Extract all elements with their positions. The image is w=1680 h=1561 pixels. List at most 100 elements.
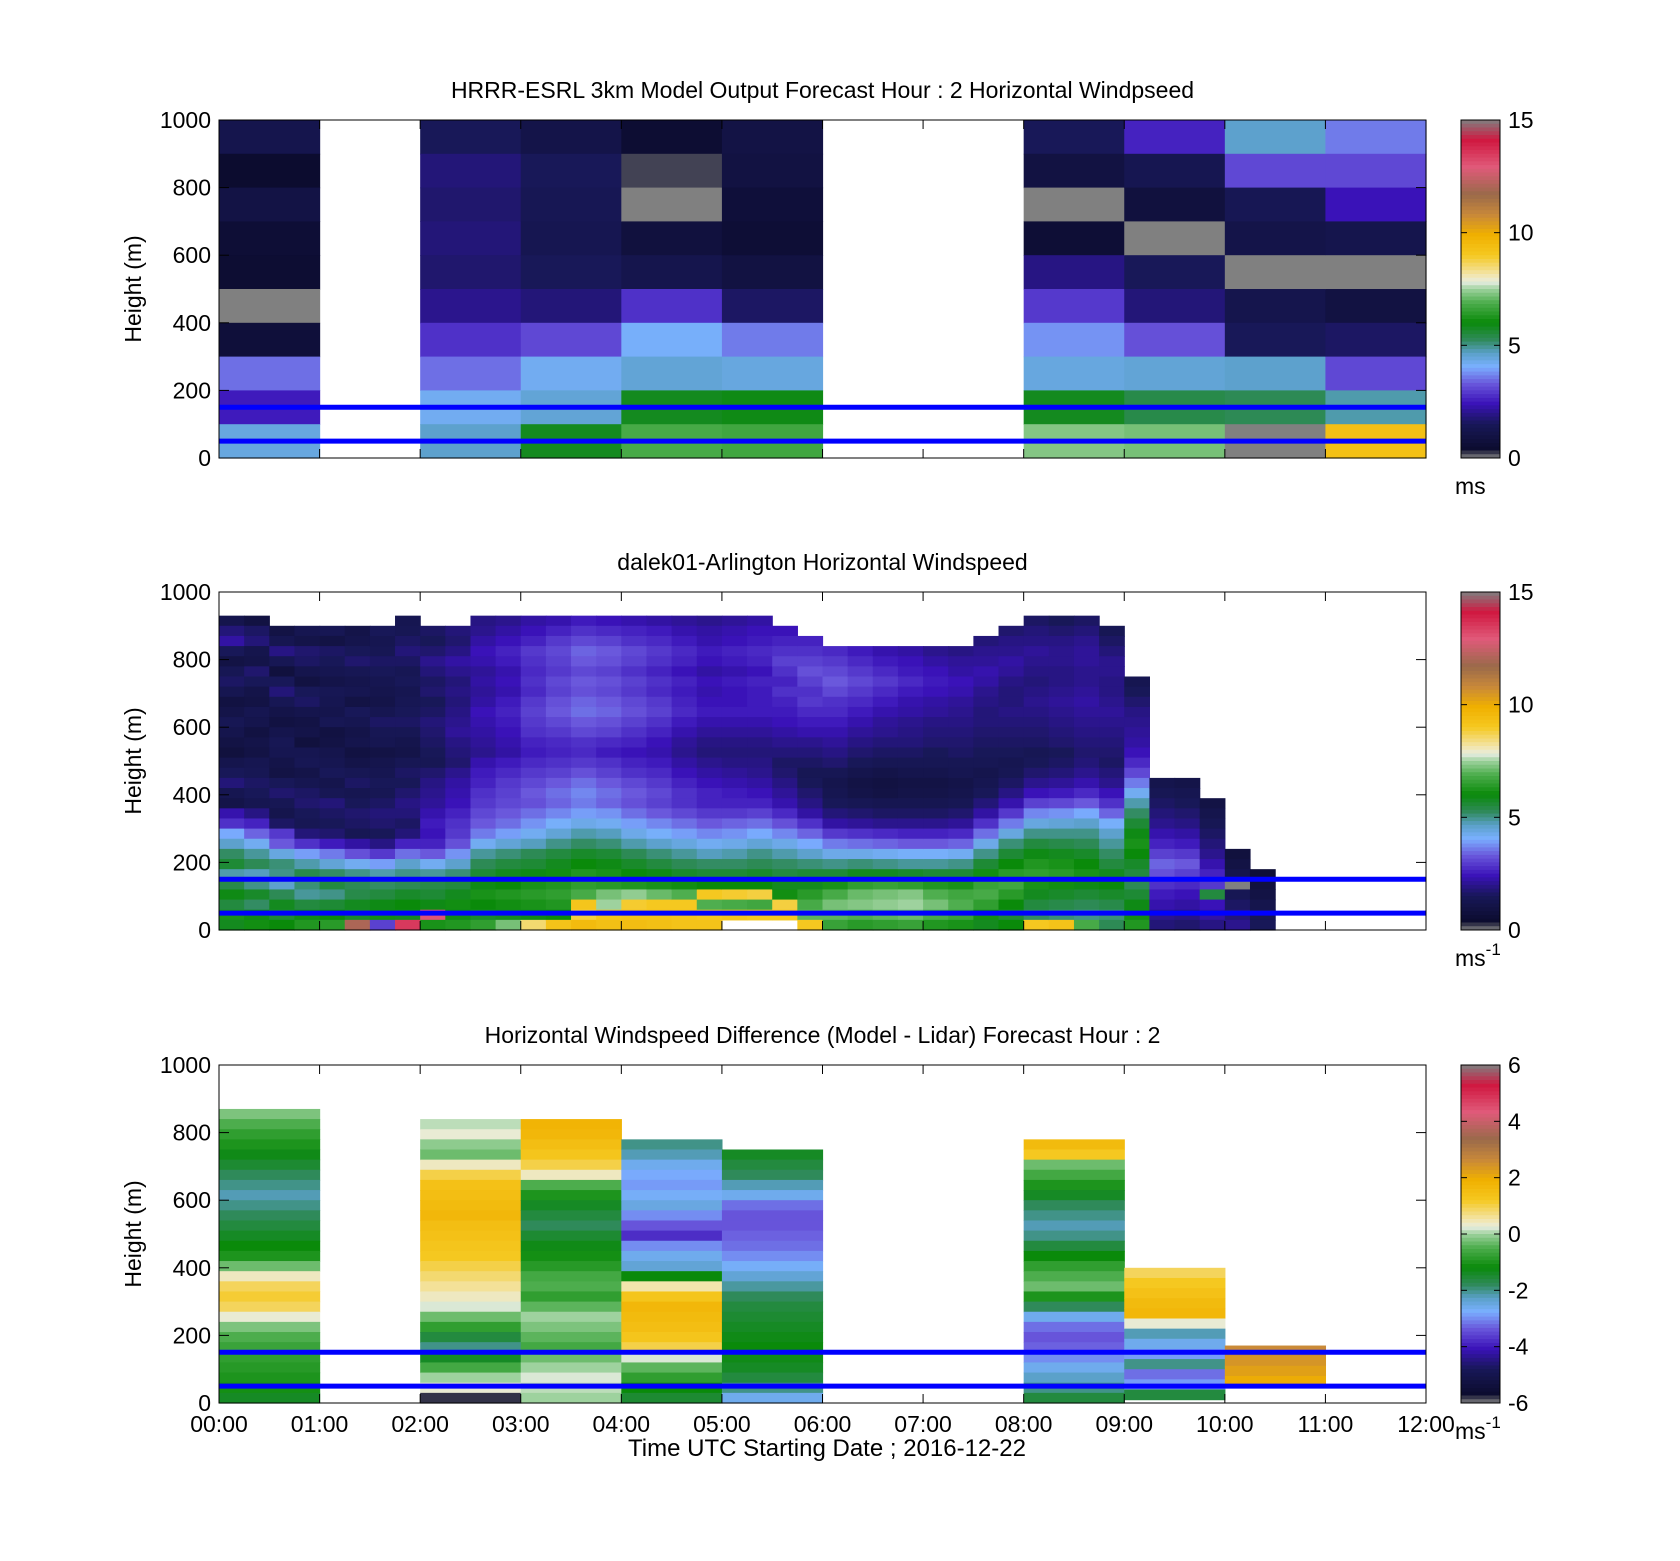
heatmap-cell [545,777,572,789]
heatmap-cell [1099,696,1125,708]
heatmap-cell [1149,808,1176,820]
heatmap-cell [369,777,396,789]
heatmap-cell [721,788,748,799]
heatmap-cell [1099,676,1125,688]
heatmap-cell [1124,1318,1226,1330]
heatmap-cell [1124,828,1150,840]
heatmap-cell [520,120,622,155]
heatmap-cell [420,646,446,657]
colorbar-segment [1461,712,1500,717]
colorbar-segment [1461,176,1500,181]
heatmap-cell [1199,828,1226,840]
heatmap-cell [495,777,522,789]
heatmap-cell [1023,737,1050,749]
heatmap-cell [420,1261,522,1272]
colorbar-segment [1461,926,1500,931]
heatmap-cell [1023,289,1125,324]
heatmap-cell [596,666,622,678]
heatmap-cell [772,737,798,749]
heatmap-cell [621,1250,723,1262]
heatmap-cell [571,848,597,860]
heatmap-cell [721,818,748,830]
heatmap-cell [1099,717,1125,728]
heatmap-cell [1174,889,1201,901]
heatmap-cell [1048,798,1075,809]
heatmap-cell [1023,727,1050,738]
colorbar-segment [1461,390,1500,395]
heatmap-cell [1023,1261,1125,1272]
heatmap-cell [319,625,346,637]
colorbar-segment [1461,779,1500,785]
windspeed-difference-panel: Horizontal Windspeed Difference (Model -… [120,1022,1529,1444]
colorbar-segment [1461,648,1500,653]
heatmap-cell [721,777,748,789]
colorbar-segment [1461,1320,1500,1325]
heatmap-cell [545,676,572,688]
heatmap-cell [847,646,874,657]
heatmap-cell [269,838,296,850]
heatmap-cell [1174,828,1201,840]
colorbar-unit: ms-1 [1455,1413,1501,1444]
heatmap-cell [219,798,245,809]
heatmap-cell [822,808,849,820]
heatmap-cell [797,686,824,698]
heatmap-cell [621,356,723,391]
heatmap-cell [923,859,949,870]
heatmap-cell [344,828,371,840]
heatmap-cell [470,919,497,931]
heatmap-cell [269,646,296,657]
heatmap-cell [948,798,974,809]
colorbar-unit: ms-1 [1455,940,1501,971]
colorbar-segment [1461,640,1500,646]
heatmap-cell [721,1149,824,1161]
y-tick-label: 0 [198,445,211,471]
heatmap-cell [822,646,849,657]
colorbar-segment [1461,1297,1500,1303]
heatmap-cell [1023,919,1050,931]
heatmap-cell [1149,798,1176,809]
heatmap-cell [1099,798,1125,809]
heatmap-cell [872,859,899,870]
heatmap-cell [470,889,497,901]
heatmap-cell [696,727,723,738]
heatmap-cell [420,727,446,738]
heatmap-cell [721,153,824,189]
heatmap-cell [344,696,371,708]
heatmap-cell [495,899,522,911]
heatmap-cell [923,727,949,738]
heatmap-cell [1199,818,1226,830]
heatmap-cell [1124,706,1150,718]
colorbar-segment [1461,289,1500,294]
heatmap-cell [822,818,849,830]
heatmap-cell [646,747,673,759]
heatmap-cell [621,848,648,860]
heatmap-cell [596,656,622,667]
heatmap-cell [646,798,673,809]
heatmap-cell [395,625,421,637]
heatmap-cell [696,889,723,901]
heatmap-cell [696,919,723,931]
heatmap-cell [621,1332,723,1343]
heatmap-cell [369,676,396,688]
heatmap-cells [219,615,1276,931]
colorbar-segment [1461,123,1500,129]
heatmap-cell [294,889,321,901]
heatmap-cell [420,1129,522,1140]
heatmap-cell [998,889,1025,901]
heatmap-cell [621,1392,723,1404]
heatmap-cell [545,717,572,728]
heatmap-cell [923,676,949,688]
colorbar-segment [1461,225,1500,230]
colorbar-segment [1461,172,1500,177]
heatmap-cell [1023,1159,1125,1171]
heatmap-cell [822,696,849,708]
heatmap-cell [747,889,773,901]
heatmap-cell [1023,1362,1125,1374]
heatmap-cell [1224,1375,1327,1387]
heatmap-cell [671,615,698,627]
heatmap-cell [319,666,346,678]
heatmap-cell [395,686,421,698]
heatmap-cell [721,635,748,647]
heatmap-cell [872,757,899,769]
heatmap-cell [520,1321,622,1333]
